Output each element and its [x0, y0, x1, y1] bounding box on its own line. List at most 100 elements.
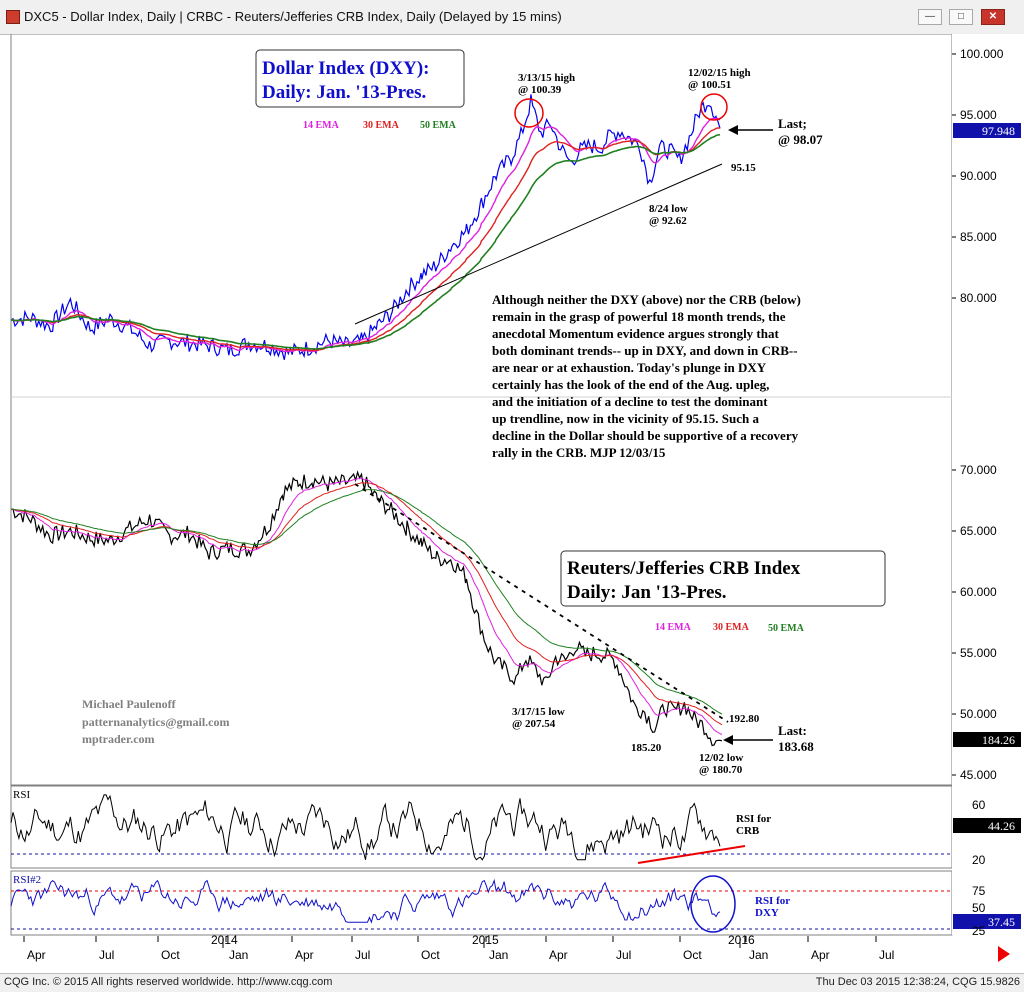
crb-axis-label: 55.000 [960, 646, 997, 660]
chart-svg[interactable]: 105.000100.00095.00090.00085.00080.00070… [0, 33, 1024, 971]
dxy-high-circle-2 [700, 93, 728, 121]
crb-last-badge-text: 184.26 [982, 733, 1015, 747]
dxy-high2-label-a: 12/02/15 high [688, 67, 751, 79]
commentary-line: certainly has the look of the end of the… [492, 377, 769, 392]
dxy-high2-label-b: @ 100.51 [688, 79, 731, 91]
rsi-divergence-line [637, 845, 746, 864]
time-label: 2016 [728, 933, 755, 947]
commentary-line: remain in the grasp of powerful 18 month… [492, 309, 786, 324]
commentary-line: up trendline, now in the vicinity of 95.… [492, 411, 760, 426]
time-label: Apr [811, 948, 830, 962]
dxy-ema50-line [10, 133, 721, 350]
commentary-block: Although neither the DXY (above) nor the… [492, 292, 801, 460]
dxy-axis-label: 90.000 [960, 169, 997, 183]
dxy-axis-label: 100.000 [960, 47, 1004, 61]
dxy-title-box [255, 49, 465, 108]
commentary-line: decline in the Dollar should be supporti… [492, 428, 799, 443]
main-plot-frame [10, 33, 953, 786]
rsi2-circle [690, 875, 736, 933]
dxy-low-label-a: 8/24 low [649, 203, 688, 215]
price-axis: 105.000100.00095.00090.00085.00080.00070… [952, 47, 1004, 782]
crb-title-line2: Daily: Jan '13-Pres. [567, 582, 727, 603]
crb-title-box [560, 550, 886, 607]
commentary-line: anecdotal Momentum evidence argues stron… [492, 326, 779, 341]
commentary-line: are near or at exhaustion. Today's plung… [492, 360, 767, 375]
dxy-ema30-line [10, 127, 720, 352]
crb-axis-label: 45.000 [960, 768, 997, 782]
time-label: Jul [99, 948, 114, 962]
rsi2-label: RSI#2 [13, 874, 41, 886]
rsi-label: RSI [13, 789, 30, 801]
rsi-crb-line [10, 794, 721, 861]
time-label: Apr [295, 948, 314, 962]
time-label: Jan [229, 948, 248, 962]
close-button[interactable]: ✕ [981, 9, 1005, 25]
dxy-last-badge [953, 123, 1021, 138]
dxy-high-circle-1 [514, 98, 544, 128]
rsi2-axis-75: 75 [972, 884, 986, 898]
crb-ema30-line [11, 482, 723, 726]
dxy-axis-label: 85.000 [960, 230, 997, 244]
rsi-crb-label-a: RSI for [736, 813, 771, 825]
rsi-dxy-label-b: DXY [755, 907, 779, 919]
crb-last-badge [953, 732, 1021, 747]
dxy-title-line1: Dollar Index (DXY): [262, 58, 429, 79]
author-name: Michael Paulenoff [82, 697, 177, 711]
rsi-crb-label-b: CRB [736, 825, 760, 837]
crb-axis-label: 60.000 [960, 585, 997, 599]
dxy-trend-value: 95.15 [731, 162, 756, 174]
time-label: Apr [549, 948, 568, 962]
crb-price-line [10, 470, 723, 747]
dxy-last-badge-text: 97.948 [982, 124, 1015, 138]
dxy-high1-label-b: @ 100.39 [518, 84, 562, 96]
crb-ema14-label: 14 EMA [655, 622, 692, 633]
crb-low2-label: 185.20 [631, 742, 662, 754]
dxy-ema14-label: 14 EMA [303, 120, 340, 131]
price-axis-bg [952, 34, 1024, 935]
rsi2-value-badge [953, 914, 1021, 929]
minimize-button[interactable]: — [918, 9, 942, 25]
copyright-text: CQG Inc. © 2015 All rights reserved worl… [4, 976, 333, 988]
crb-trend-value: 192.80 [729, 713, 760, 725]
rsi-value-text: 44.26 [988, 819, 1015, 833]
rsi-axis-20: 20 [972, 853, 986, 867]
crb-ema50-line [11, 488, 723, 715]
dxy-axis-label: 80.000 [960, 291, 997, 305]
dxy-ema30-label: 30 EMA [363, 120, 400, 131]
crb-axis-label: 65.000 [960, 524, 997, 538]
crb-low1-label-b: @ 207.54 [512, 718, 556, 730]
title-bar: DXC5 - Dollar Index, Daily | CRBC - Reut… [0, 0, 1024, 35]
crb-axis-label: 50.000 [960, 707, 997, 721]
dxy-ema50-label: 50 EMA [420, 120, 457, 131]
rsi-dxy-label-a: RSI for [755, 895, 790, 907]
crb-low3-label-b: @ 180.70 [699, 764, 743, 776]
commentary-line: rally in the CRB. MJP 12/03/15 [492, 445, 666, 460]
rsi2-value-text: 37.45 [988, 915, 1015, 929]
crb-down-trendline [354, 483, 729, 723]
dxy-low-label-b: @ 92.62 [649, 215, 687, 227]
status-bar: CQG Inc. © 2015 All rights reserved worl… [0, 973, 1024, 992]
time-axis-bg [11, 936, 952, 966]
dxy-up-trendline [354, 163, 723, 325]
rsi-dxy-line [10, 878, 721, 924]
crb-last-label-a: Last: [778, 723, 807, 738]
rsi-axis-60: 60 [972, 798, 986, 812]
commentary-line: and the initiation of a decline to test … [492, 394, 768, 409]
time-label: Apr [27, 948, 46, 962]
time-label: Jul [355, 948, 370, 962]
commentary-line: Although neither the DXY (above) nor the… [492, 292, 801, 307]
scroll-right-icon[interactable] [998, 946, 1010, 962]
author-site: mptrader.com [82, 732, 155, 746]
rsi2-plot-frame [10, 870, 953, 936]
chart-area[interactable]: 105.000100.00095.00090.00085.00080.00070… [0, 33, 1024, 971]
app-icon [6, 10, 20, 24]
dxy-price-line [10, 94, 721, 360]
dxy-high1-label-a: 3/13/15 high [518, 72, 575, 84]
dxy-title-line2: Daily: Jan. '13-Pres. [262, 82, 426, 103]
rsi2-axis-50: 50 [972, 901, 986, 915]
crb-last-arrowhead [723, 735, 733, 745]
dxy-last-label-a: Last; [778, 116, 807, 131]
restore-button[interactable]: □ [949, 9, 973, 25]
crb-last-label-b: 183.68 [778, 739, 814, 754]
